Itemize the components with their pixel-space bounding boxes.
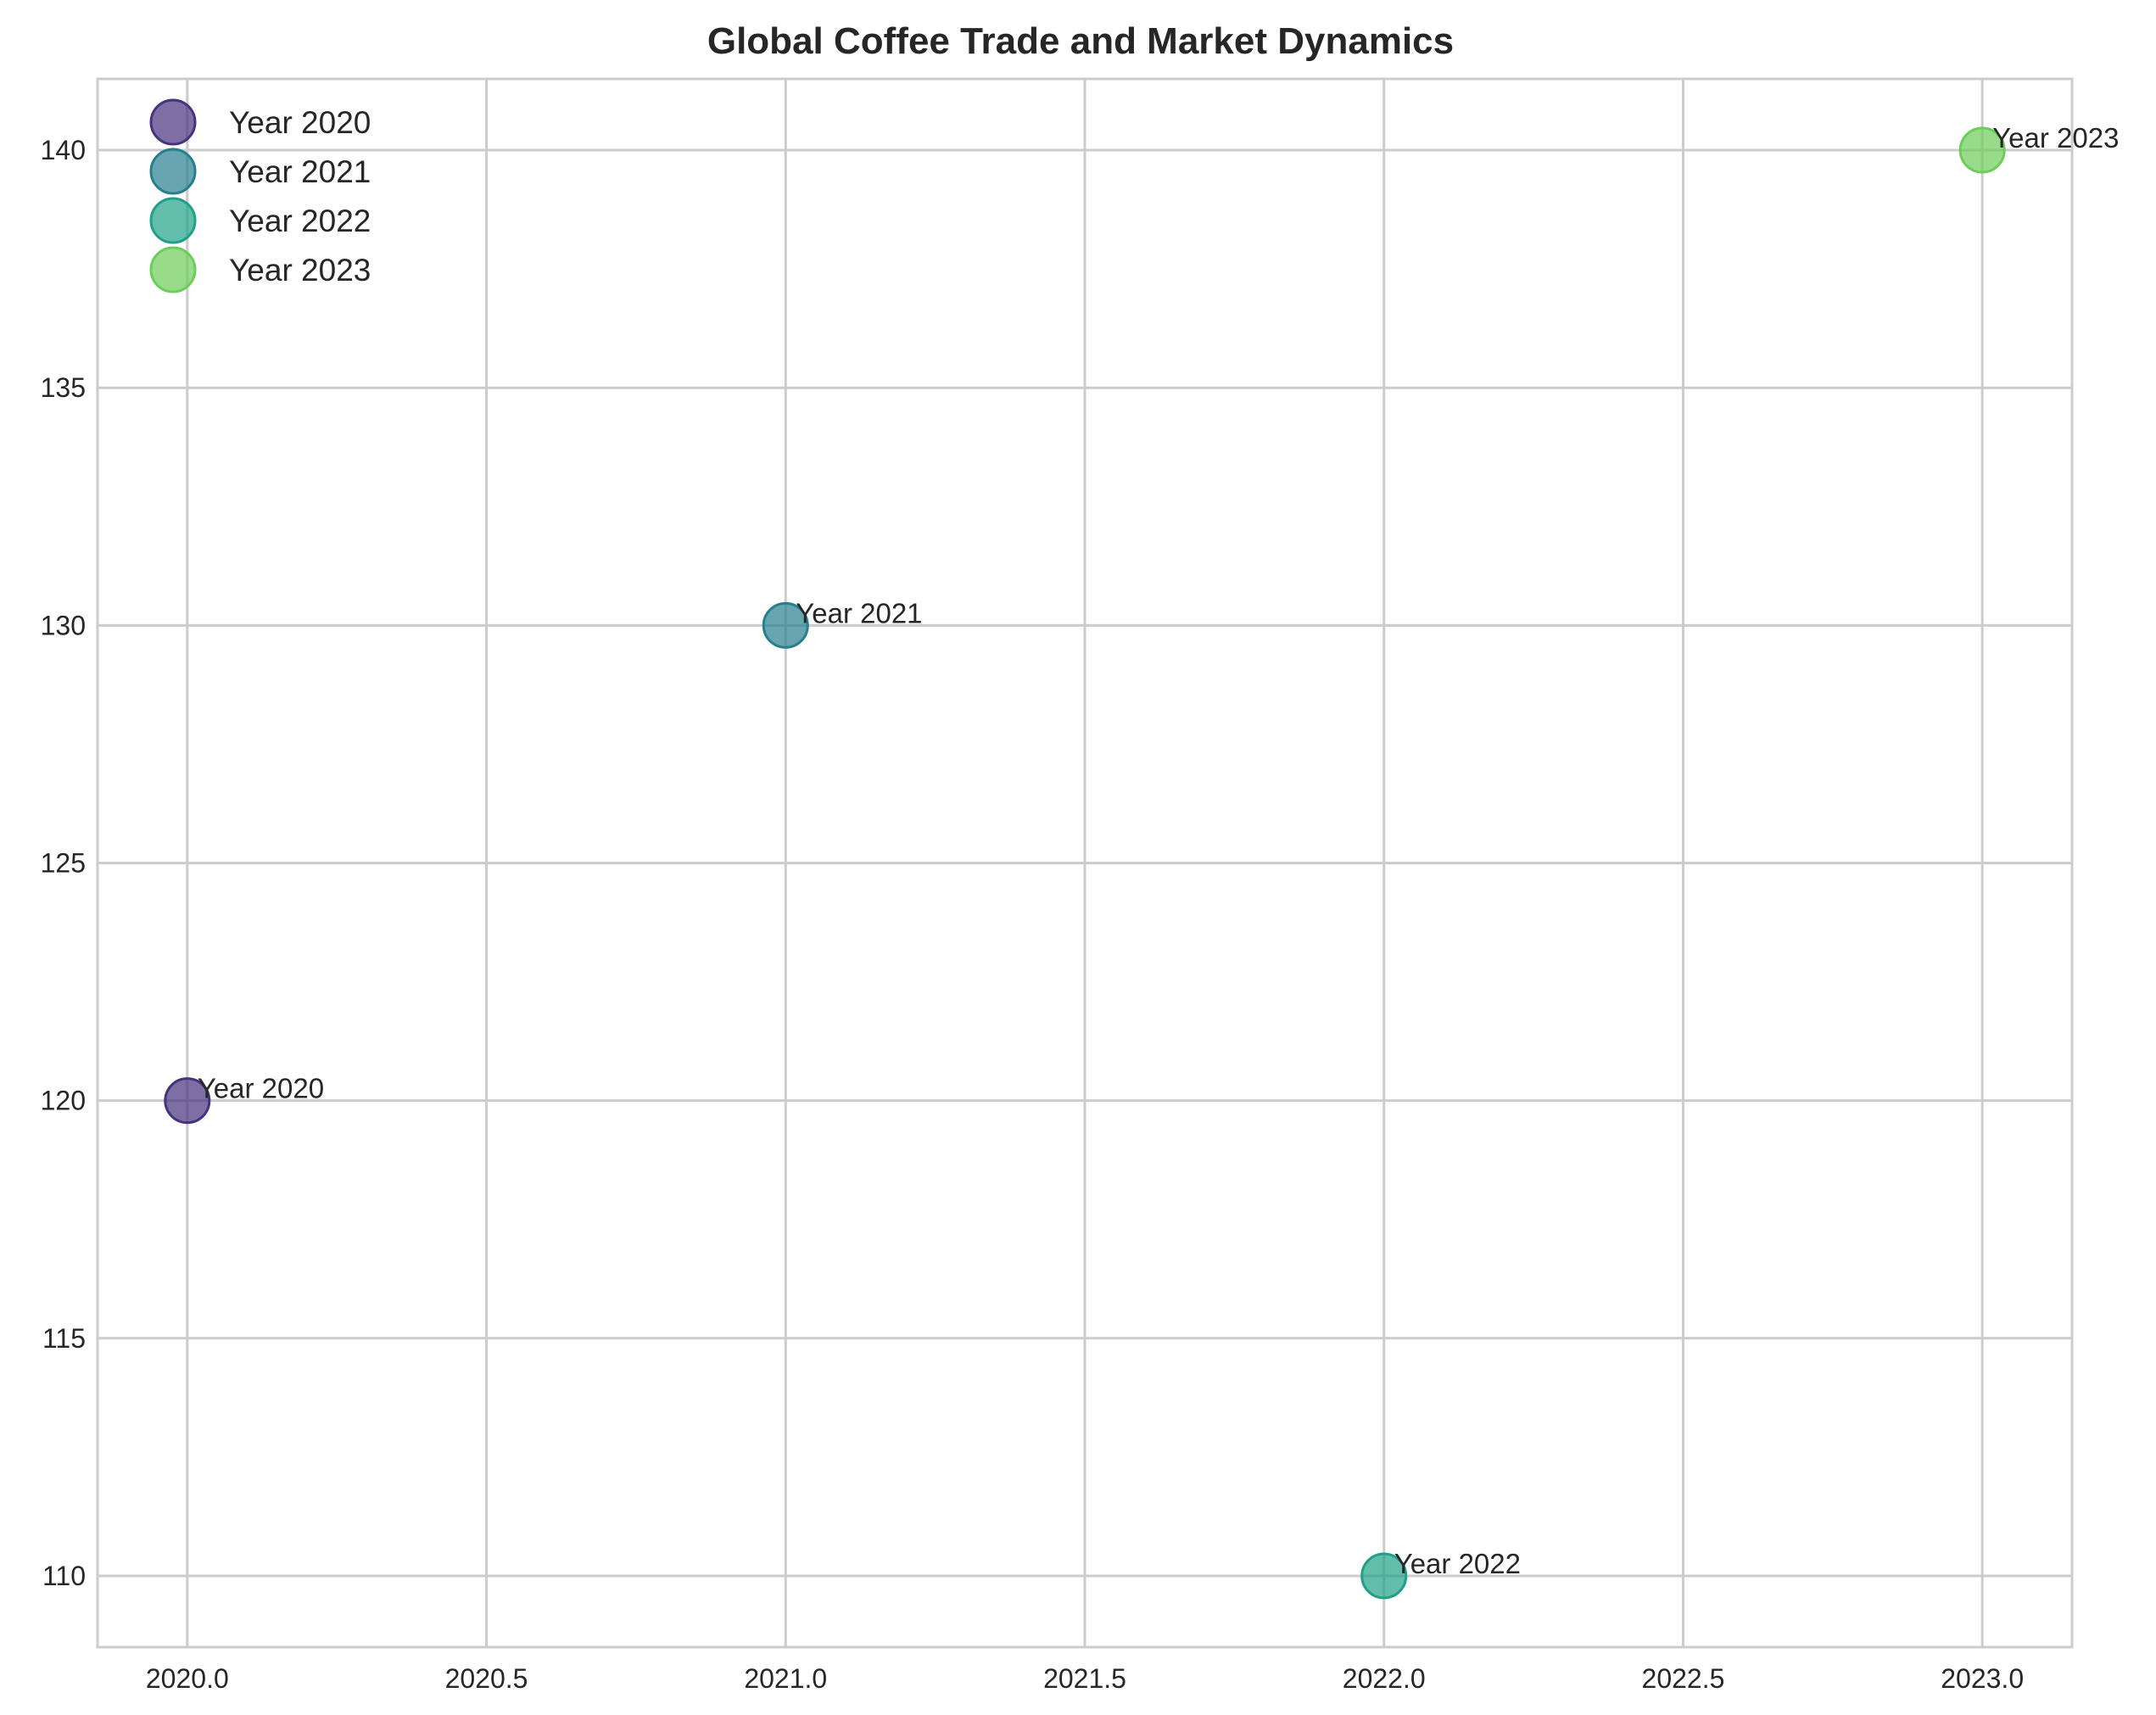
x-tick-label: 2021.0 (744, 1663, 827, 1694)
point-annotations: Year 2020 Year 2021 Year 2022 Year 2023 (198, 122, 2120, 1579)
scatter-point (1958, 126, 2006, 174)
y-tick-label: 140 (41, 135, 86, 165)
x-tick-label: 2022.0 (1343, 1663, 1426, 1694)
y-tick-label: 120 (41, 1086, 86, 1116)
scatter-point (1360, 1552, 1408, 1600)
legend-marker (149, 98, 197, 146)
point-annotation: Year 2022 (1394, 1548, 1521, 1579)
legend-label: Year 2023 (229, 253, 371, 288)
y-tick-label: 125 (41, 848, 86, 879)
x-axis-ticks: 2020.0 2020.5 2021.0 2021.5 2022.0 2022.5 2023… (146, 1663, 2024, 1694)
legend: Year 2020 Year 2021 Year 2022 Year 2023 (149, 98, 371, 293)
scatter-point (164, 1077, 211, 1125)
legend-marker (149, 197, 197, 244)
x-tick-label: 2023.0 (1941, 1663, 2024, 1694)
point-annotation: Year 2020 (198, 1073, 324, 1104)
legend-marker (149, 246, 197, 293)
y-tick-label: 135 (41, 372, 86, 403)
x-tick-label: 2022.5 (1642, 1663, 1725, 1694)
y-axis-ticks: 110 115 120 125 130 135 140 (41, 135, 86, 1591)
scatter-point (762, 601, 809, 649)
y-tick-label: 115 (42, 1323, 86, 1354)
x-tick-label: 2020.5 (445, 1663, 528, 1694)
y-tick-label: 110 (42, 1561, 86, 1591)
legend-label: Year 2022 (229, 204, 371, 238)
grid (98, 79, 2072, 1647)
plot-frame (96, 77, 2074, 1649)
y-tick-label: 130 (41, 610, 86, 640)
point-annotation: Year 2023 (1992, 122, 2119, 154)
legend-marker (149, 148, 197, 195)
legend-label: Year 2020 (229, 105, 371, 140)
legend-label: Year 2021 (229, 154, 371, 189)
chart-title: Global Coffee Trade and Market Dynamics (707, 20, 1454, 62)
x-tick-label: 2021.5 (1043, 1663, 1126, 1694)
point-annotation: Year 2021 (796, 597, 922, 628)
x-tick-label: 2020.0 (146, 1663, 229, 1694)
scatter-points (164, 126, 2006, 1600)
